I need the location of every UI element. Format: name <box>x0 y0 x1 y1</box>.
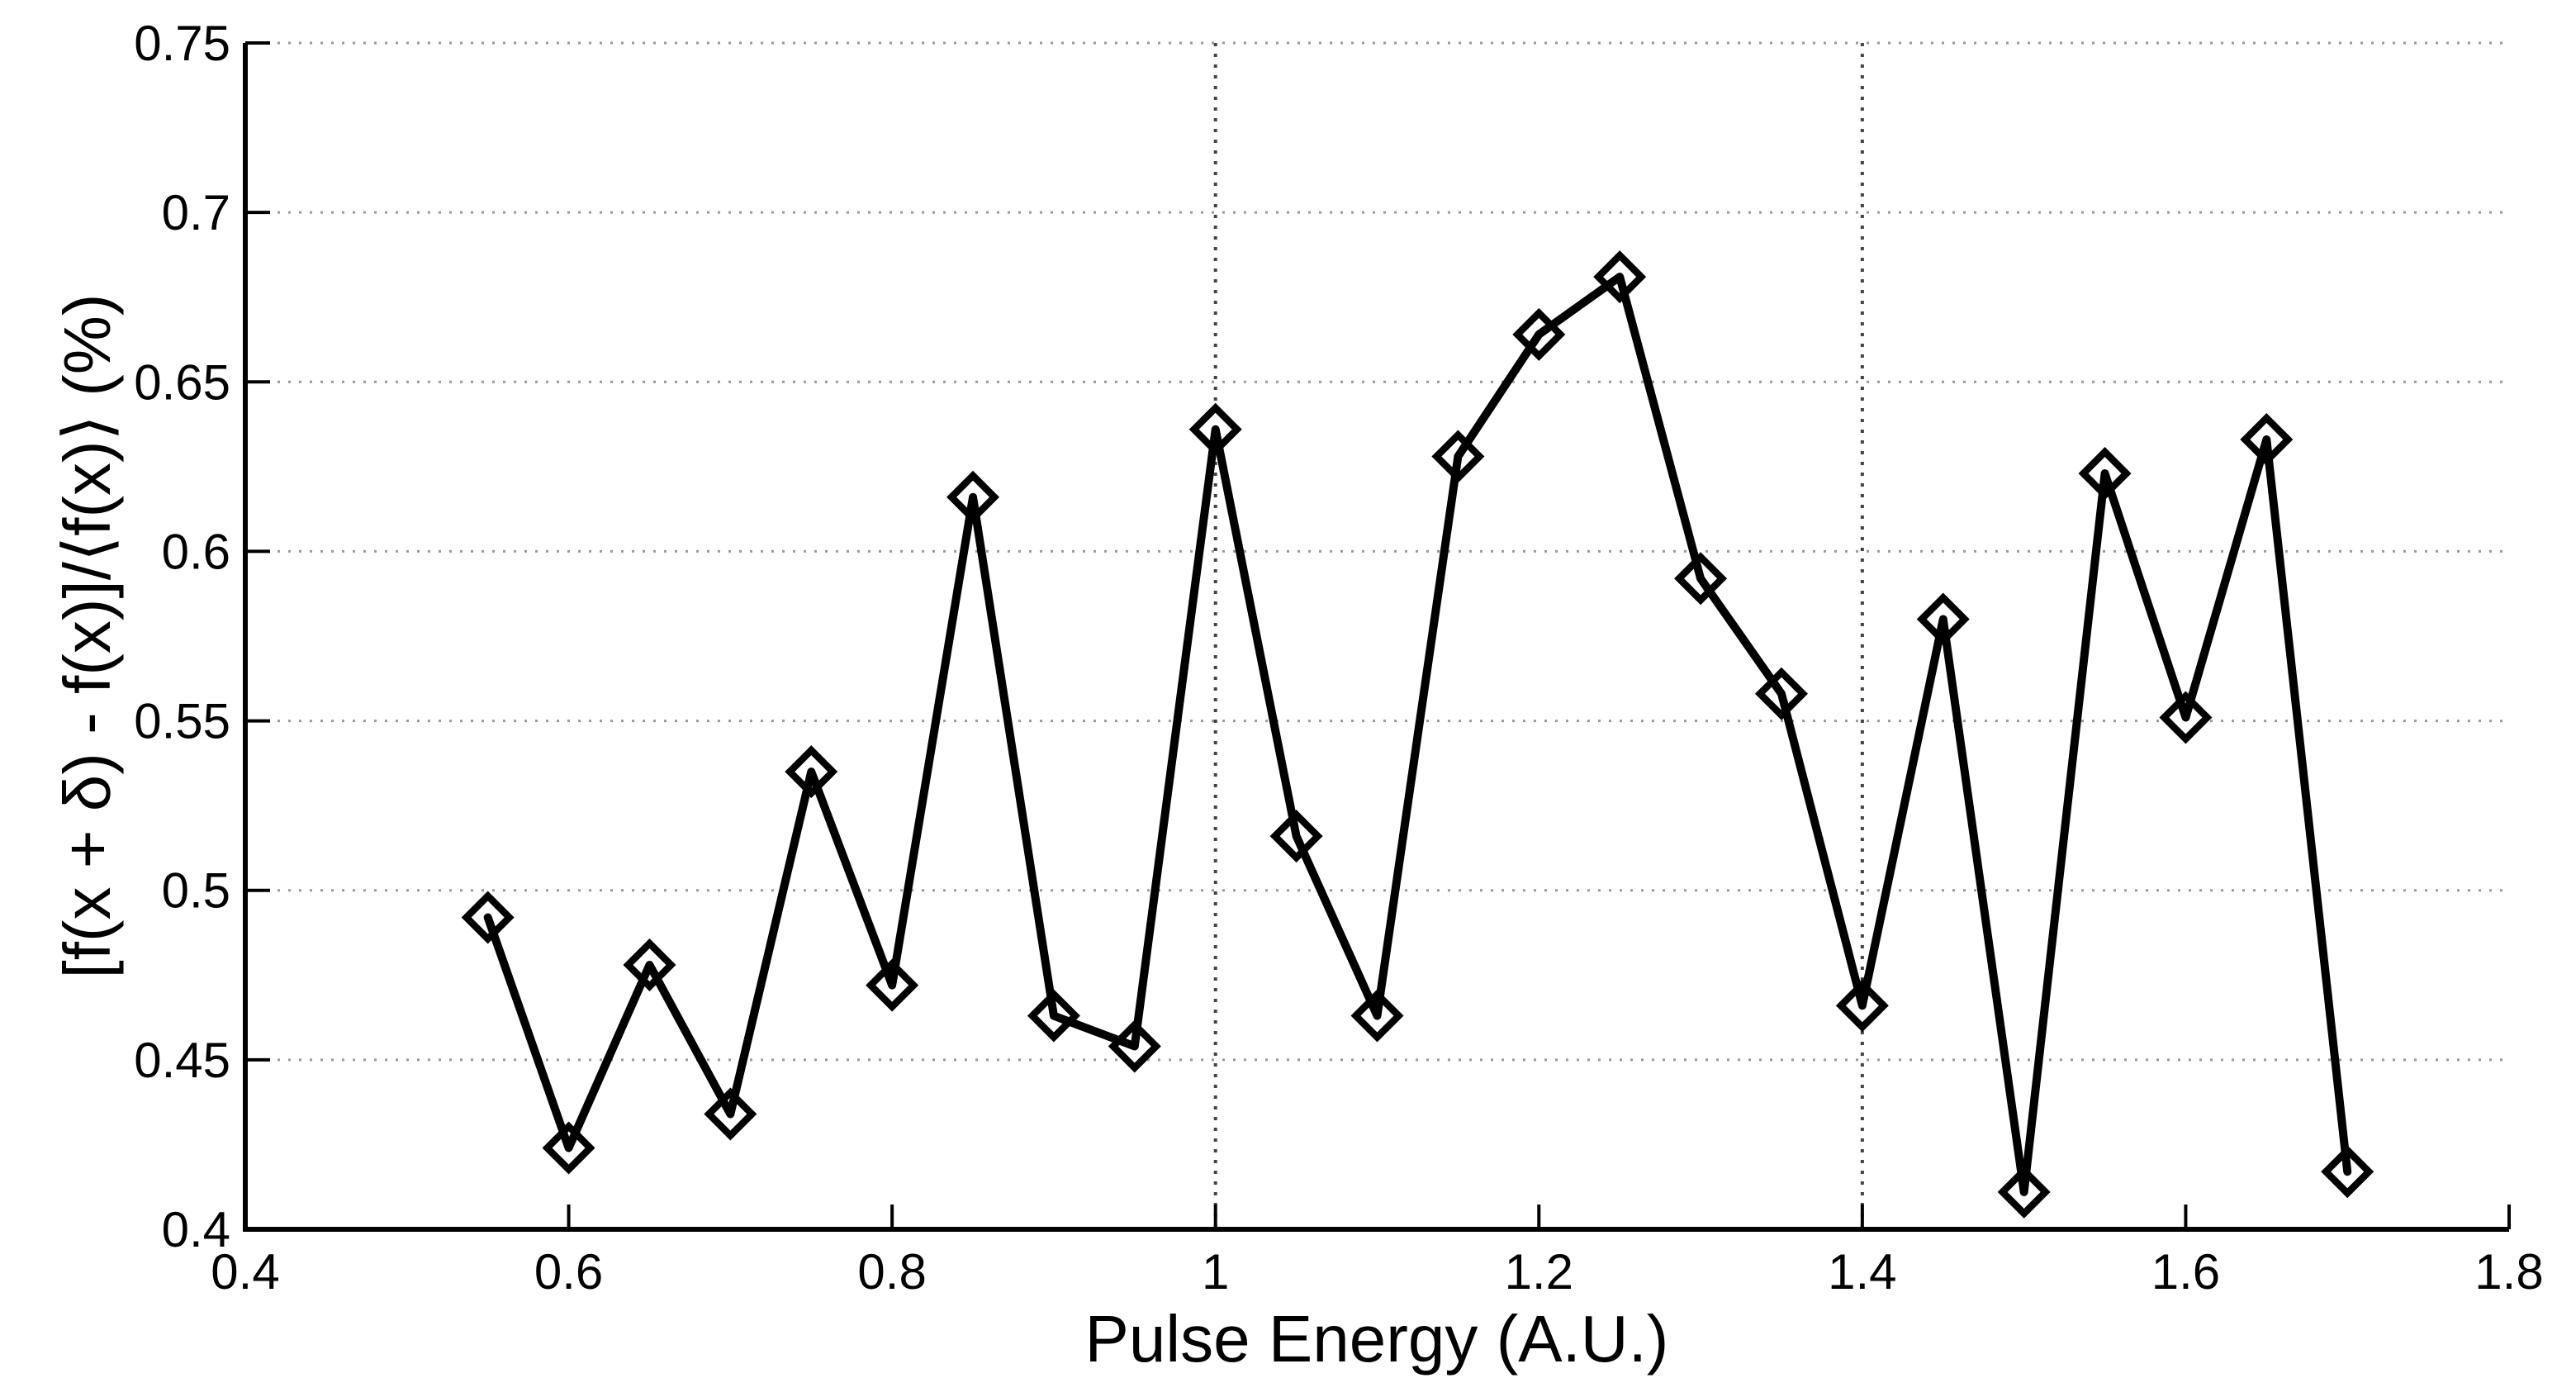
x-tick-label: 1 <box>1202 1244 1229 1300</box>
data-series <box>461 250 2374 1219</box>
y-tick-label: 0.4 <box>162 1202 230 1257</box>
vertical-gridlines <box>1213 43 1864 1229</box>
y-tick-label: 0.55 <box>134 694 230 749</box>
y-tick-label: 0.5 <box>162 863 230 919</box>
y-tick-label: 0.6 <box>162 524 230 579</box>
x-tick-label: 1.2 <box>1505 1244 1573 1300</box>
y-tick-labels: 0.4 0.45 0.5 0.55 0.6 0.65 0.7 0.75 <box>134 16 230 1257</box>
x-tick-label: 1.6 <box>2151 1244 2220 1300</box>
y-tick-label: 0.65 <box>134 354 230 410</box>
series-relative-fluctuation <box>461 250 2374 1219</box>
x-tick-label: 0.8 <box>857 1244 926 1300</box>
y-tick-label: 0.45 <box>134 1033 230 1088</box>
x-axis-label: Pulse Energy (A.U.) <box>1085 1302 1669 1376</box>
x-tick-label: 0.4 <box>211 1244 279 1300</box>
x-tick-label: 1.8 <box>2474 1244 2543 1300</box>
x-tick-labels: 0.4 0.6 0.8 1 1.2 1.4 1.6 1.8 <box>211 1244 2543 1300</box>
x-tick-label: 0.6 <box>534 1244 603 1300</box>
y-axis-label: [f(x + δ) - f(x)]/⟨f(x)⟩ (%) <box>50 293 124 978</box>
series-line <box>483 273 2352 1196</box>
horizontal-gridlines <box>245 41 2509 1062</box>
y-tick-label: 0.75 <box>134 16 230 71</box>
x-tick-label: 1.4 <box>1828 1244 1896 1300</box>
axes <box>243 43 2509 1232</box>
tick-marks <box>244 41 2511 1231</box>
y-tick-label: 0.7 <box>162 185 230 240</box>
